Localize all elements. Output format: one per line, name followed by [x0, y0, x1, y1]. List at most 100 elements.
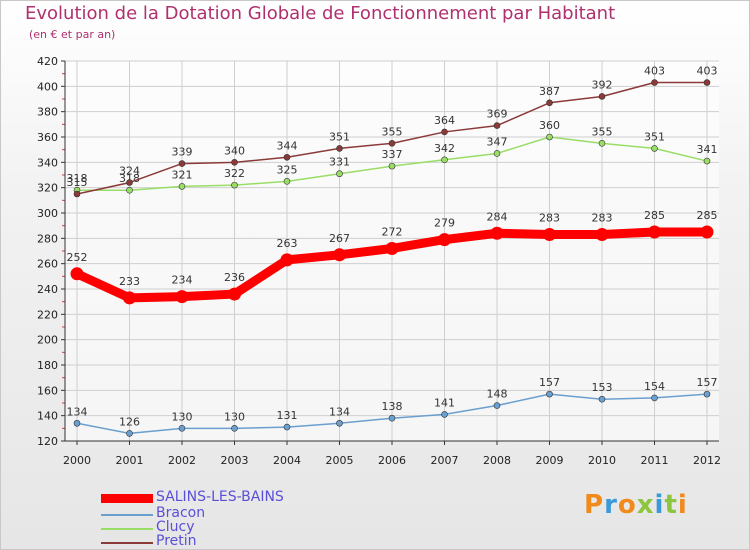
data-point-pretin — [493, 122, 501, 129]
data-point-clucy — [178, 183, 186, 190]
data-label-bracon: 153 — [592, 381, 613, 394]
data-point-pretin — [178, 160, 186, 167]
data-point-clucy — [388, 162, 396, 170]
data-point-bracon — [336, 419, 343, 427]
y-tick-label: 160 — [37, 384, 58, 397]
data-label-salins-les-bains: 285 — [697, 209, 718, 222]
data-point-salins-les-bains — [490, 226, 504, 240]
data-point-bracon — [178, 425, 186, 432]
data-point-clucy — [283, 178, 291, 185]
data-label-bracon: 157 — [539, 376, 560, 389]
data-label-salins-les-bains: 284 — [487, 210, 508, 223]
data-label-clucy: 355 — [592, 125, 613, 138]
data-label-pretin: 403 — [697, 65, 718, 78]
y-tick-label: 240 — [37, 283, 58, 296]
data-label-bracon: 141 — [434, 396, 455, 409]
data-label-bracon: 154 — [644, 380, 665, 393]
y-tick-label: 120 — [37, 435, 58, 448]
data-label-pretin: 392 — [592, 78, 613, 91]
data-point-salins-les-bains — [543, 228, 556, 242]
logo-letter: x — [636, 490, 655, 520]
legend-swatch-salins — [101, 494, 153, 503]
data-point-salins-les-bains — [595, 228, 609, 242]
data-label-salins-les-bains: 267 — [329, 232, 350, 245]
data-label-bracon: 130 — [172, 410, 193, 423]
data-label-bracon: 126 — [119, 415, 140, 428]
data-point-pretin — [126, 179, 133, 186]
data-label-salins-les-bains: 283 — [539, 212, 560, 225]
y-tick-label: 300 — [37, 207, 58, 220]
data-point-bracon — [231, 425, 238, 432]
y-tick-label: 140 — [37, 410, 58, 423]
data-label-clucy: 337 — [382, 148, 403, 161]
y-tick-label: 320 — [37, 182, 58, 195]
x-tick-label: 2010 — [588, 454, 616, 467]
chart-title: Evolution de la Dotation Globale de Fonc… — [25, 3, 616, 24]
data-label-pretin: 339 — [172, 146, 193, 159]
data-point-pretin — [598, 93, 606, 100]
y-tick-label: 180 — [37, 359, 58, 372]
data-label-salins-les-bains: 263 — [277, 237, 298, 250]
data-point-salins-les-bains — [280, 253, 294, 267]
data-label-bracon: 157 — [697, 376, 718, 389]
y-tick-label: 280 — [37, 232, 58, 245]
legend-label-pretin: Pretin — [156, 533, 197, 549]
data-point-bracon — [546, 390, 553, 398]
data-label-salins-les-bains: 283 — [592, 212, 613, 225]
data-label-clucy: 331 — [329, 156, 350, 169]
data-point-salins-les-bains — [70, 267, 84, 281]
chart-subtitle: (en € et par an) — [29, 28, 116, 41]
x-tick-label: 2011 — [641, 454, 669, 467]
x-tick-label: 2003 — [221, 454, 249, 467]
x-tick-label: 2012 — [693, 454, 721, 467]
data-point-clucy — [493, 150, 501, 157]
y-tick-label: 200 — [37, 334, 58, 347]
data-point-bracon — [283, 423, 291, 431]
y-tick-label: 260 — [37, 258, 58, 271]
data-point-clucy — [546, 133, 553, 141]
data-point-bracon — [126, 430, 133, 437]
data-point-salins-les-bains — [700, 225, 714, 239]
data-label-salins-les-bains: 252 — [67, 251, 88, 264]
data-label-salins-les-bains: 272 — [382, 225, 403, 238]
x-tick-label: 2009 — [536, 454, 564, 467]
data-label-bracon: 130 — [224, 410, 245, 423]
data-label-pretin: 324 — [119, 165, 140, 178]
logo-letter: i — [654, 490, 665, 520]
data-point-bracon — [598, 395, 606, 403]
legend-label-salins: SALINS-LES-BAINS — [156, 489, 284, 505]
data-label-bracon: 148 — [487, 388, 508, 401]
data-point-salins-les-bains — [228, 287, 241, 301]
x-tick-label: 2004 — [273, 454, 301, 467]
data-label-clucy: 341 — [697, 143, 718, 156]
x-tick-label: 2007 — [431, 454, 459, 467]
data-label-salins-les-bains: 236 — [224, 271, 245, 284]
data-label-pretin: 315 — [67, 176, 88, 189]
y-tick-label: 380 — [37, 106, 58, 119]
data-point-bracon — [73, 419, 81, 427]
y-tick-label: 340 — [37, 156, 58, 169]
data-label-pretin: 344 — [277, 139, 298, 152]
data-label-salins-les-bains: 233 — [119, 275, 140, 288]
proxiti-logo: Proxiti — [584, 490, 688, 520]
legend-label-bracon: Bracon — [156, 505, 206, 521]
data-point-salins-les-bains — [333, 248, 346, 262]
y-tick-label: 220 — [37, 308, 58, 321]
y-tick-label: 360 — [37, 131, 58, 144]
data-label-salins-les-bains: 279 — [434, 217, 455, 230]
data-point-pretin — [73, 190, 81, 198]
data-label-clucy: 318 — [119, 172, 140, 185]
data-label-clucy: 351 — [644, 130, 665, 143]
data-point-clucy — [336, 170, 343, 178]
x-tick-label: 2008 — [483, 454, 511, 467]
data-label-clucy: 342 — [434, 142, 455, 155]
data-point-bracon — [493, 402, 501, 409]
data-point-pretin — [546, 99, 553, 107]
x-tick-label: 2006 — [378, 454, 406, 467]
data-label-clucy: 360 — [539, 119, 560, 132]
logo-letter: r — [604, 490, 618, 520]
data-point-salins-les-bains — [123, 291, 136, 305]
legend-swatch-clucy — [101, 528, 153, 530]
